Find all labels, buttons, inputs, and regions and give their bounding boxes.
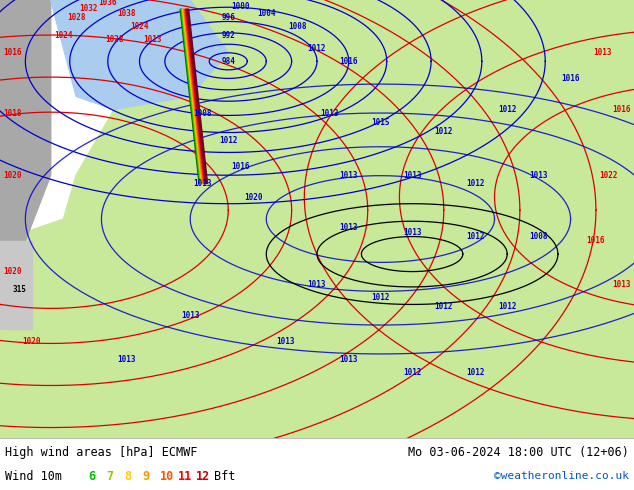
Text: 1012: 1012 — [434, 127, 453, 136]
Text: 1032: 1032 — [79, 4, 98, 13]
Text: 1015: 1015 — [371, 118, 390, 127]
Text: 1028: 1028 — [105, 35, 124, 44]
Polygon shape — [0, 0, 634, 438]
Text: 1016: 1016 — [612, 105, 631, 114]
Text: 1012: 1012 — [466, 179, 485, 189]
Text: 7: 7 — [106, 469, 113, 483]
Text: 1013: 1013 — [307, 280, 327, 289]
Polygon shape — [0, 241, 32, 329]
Text: 1000: 1000 — [231, 2, 250, 11]
Text: 11: 11 — [178, 469, 192, 483]
Text: 10: 10 — [160, 469, 174, 483]
Text: 1012: 1012 — [466, 368, 485, 377]
Text: 6: 6 — [88, 469, 95, 483]
Polygon shape — [266, 285, 349, 350]
Text: 1012: 1012 — [307, 44, 327, 53]
Text: 1016: 1016 — [3, 48, 22, 57]
Text: 1008: 1008 — [529, 232, 548, 241]
Text: 1013: 1013 — [403, 228, 422, 237]
Text: 1004: 1004 — [257, 9, 276, 18]
Text: High wind areas [hPa] ECMWF: High wind areas [hPa] ECMWF — [5, 445, 197, 459]
Text: 1018: 1018 — [3, 109, 22, 119]
Text: 1013: 1013 — [403, 171, 422, 180]
Text: 1020: 1020 — [244, 193, 263, 201]
Text: 1012: 1012 — [403, 368, 422, 377]
Polygon shape — [0, 0, 51, 241]
Polygon shape — [127, 316, 254, 403]
Text: 1020: 1020 — [3, 267, 22, 276]
Text: 1013: 1013 — [529, 171, 548, 180]
Text: 1012: 1012 — [371, 294, 390, 302]
Text: 1012: 1012 — [498, 302, 517, 311]
Text: 1016: 1016 — [561, 74, 580, 83]
Text: 1013: 1013 — [117, 355, 136, 364]
Text: 1008: 1008 — [288, 22, 307, 31]
Text: 1022: 1022 — [599, 171, 618, 180]
Text: 1038: 1038 — [117, 9, 136, 18]
Text: Mo 03-06-2024 18:00 UTC (12+06): Mo 03-06-2024 18:00 UTC (12+06) — [408, 445, 629, 459]
Text: 1016: 1016 — [586, 237, 605, 245]
Text: 1028: 1028 — [67, 13, 86, 22]
Text: 1008: 1008 — [193, 109, 212, 119]
Text: 1013: 1013 — [339, 223, 358, 232]
Text: 1016: 1016 — [339, 57, 358, 66]
Text: 1020: 1020 — [22, 337, 41, 346]
Text: 9: 9 — [142, 469, 149, 483]
Text: 1024: 1024 — [130, 22, 149, 31]
Text: 315: 315 — [12, 285, 26, 294]
Text: 1013: 1013 — [339, 355, 358, 364]
Text: 1012: 1012 — [219, 136, 238, 145]
Text: 1013: 1013 — [593, 48, 612, 57]
Text: 1016: 1016 — [231, 162, 250, 171]
Text: 1013: 1013 — [320, 109, 339, 119]
Text: 984: 984 — [221, 57, 235, 66]
Text: Bft: Bft — [214, 469, 235, 483]
Text: 12: 12 — [196, 469, 210, 483]
Text: 1012: 1012 — [434, 302, 453, 311]
Text: 1013: 1013 — [181, 311, 200, 320]
Text: 1024: 1024 — [54, 30, 73, 40]
Text: 1013: 1013 — [612, 280, 631, 289]
Text: 1012: 1012 — [498, 105, 517, 114]
Text: 992: 992 — [221, 30, 235, 40]
Text: ©weatheronline.co.uk: ©weatheronline.co.uk — [494, 471, 629, 481]
Text: 1013: 1013 — [193, 179, 212, 189]
Text: 1020: 1020 — [3, 171, 22, 180]
Text: 1036: 1036 — [98, 0, 117, 7]
Polygon shape — [51, 0, 228, 110]
Text: 1012: 1012 — [466, 232, 485, 241]
Text: 8: 8 — [124, 469, 131, 483]
Text: 1013: 1013 — [143, 35, 162, 44]
Text: 996: 996 — [221, 13, 235, 22]
Text: 1013: 1013 — [339, 171, 358, 180]
Text: Wind 10m: Wind 10m — [5, 469, 62, 483]
Text: 1013: 1013 — [276, 337, 295, 346]
